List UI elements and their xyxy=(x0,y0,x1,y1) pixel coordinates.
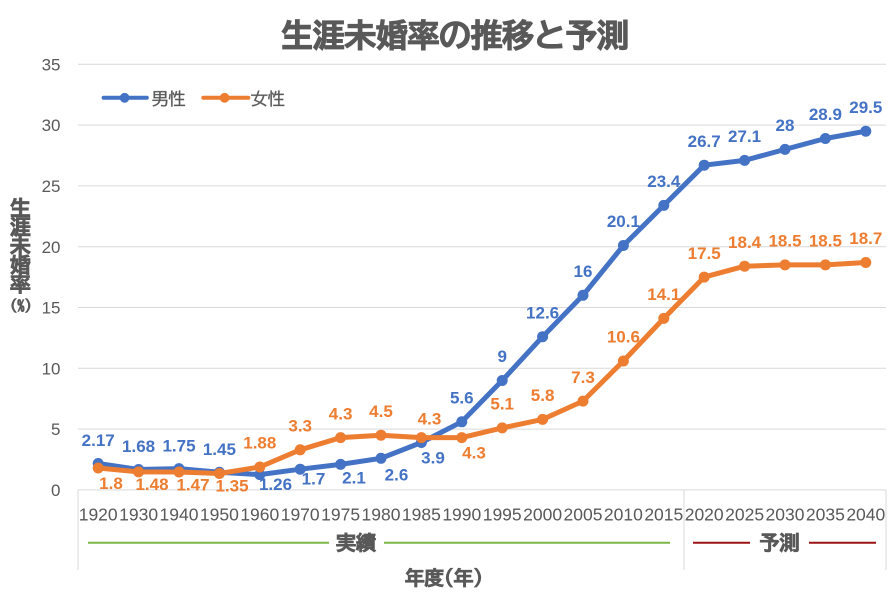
svg-text:1990: 1990 xyxy=(442,505,481,525)
svg-text:17.5: 17.5 xyxy=(688,244,721,263)
svg-text:1.48: 1.48 xyxy=(135,475,168,494)
svg-text:18.5: 18.5 xyxy=(809,232,842,251)
svg-text:5.1: 5.1 xyxy=(490,395,514,414)
svg-text:4.3: 4.3 xyxy=(462,444,486,463)
svg-text:4.5: 4.5 xyxy=(369,402,393,421)
svg-text:1980: 1980 xyxy=(362,505,401,525)
svg-text:1975: 1975 xyxy=(321,505,360,525)
svg-text:12.6: 12.6 xyxy=(526,303,559,322)
svg-text:20.1: 20.1 xyxy=(607,212,640,231)
svg-text:1930: 1930 xyxy=(119,505,158,525)
svg-text:26.7: 26.7 xyxy=(688,132,721,151)
svg-text:28.9: 28.9 xyxy=(809,105,842,124)
svg-text:9: 9 xyxy=(497,347,506,366)
svg-text:16: 16 xyxy=(574,262,593,281)
svg-text:30: 30 xyxy=(42,116,61,135)
svg-text:1970: 1970 xyxy=(281,505,320,525)
svg-text:1985: 1985 xyxy=(402,505,441,525)
svg-text:2020: 2020 xyxy=(685,505,724,525)
svg-text:14.1: 14.1 xyxy=(647,285,680,304)
svg-text:1.26: 1.26 xyxy=(259,475,292,494)
svg-text:1940: 1940 xyxy=(160,505,199,525)
svg-text:29.5: 29.5 xyxy=(849,98,882,117)
svg-text:3.3: 3.3 xyxy=(288,417,312,436)
svg-text:1920: 1920 xyxy=(79,505,118,525)
svg-text:1.7: 1.7 xyxy=(302,470,326,489)
svg-text:18.4: 18.4 xyxy=(728,233,762,252)
svg-text:1995: 1995 xyxy=(483,505,522,525)
svg-text:1.8: 1.8 xyxy=(99,474,123,493)
svg-text:1.35: 1.35 xyxy=(215,477,248,496)
svg-text:2005: 2005 xyxy=(564,505,603,525)
svg-text:28: 28 xyxy=(776,116,795,135)
svg-text:2035: 2035 xyxy=(806,505,845,525)
svg-text:35: 35 xyxy=(42,55,61,74)
svg-text:5: 5 xyxy=(51,420,60,439)
svg-text:1.47: 1.47 xyxy=(176,476,209,495)
svg-text:15: 15 xyxy=(42,299,61,318)
svg-text:2000: 2000 xyxy=(523,505,562,525)
svg-text:2.17: 2.17 xyxy=(82,431,115,450)
svg-text:2040: 2040 xyxy=(846,505,885,525)
svg-text:4.3: 4.3 xyxy=(418,410,442,429)
svg-text:18.7: 18.7 xyxy=(849,229,882,248)
svg-text:27.1: 27.1 xyxy=(728,127,761,146)
svg-text:2025: 2025 xyxy=(725,505,764,525)
svg-text:25: 25 xyxy=(42,177,61,196)
svg-text:7.3: 7.3 xyxy=(571,368,595,387)
svg-text:1950: 1950 xyxy=(200,505,239,525)
svg-text:1960: 1960 xyxy=(240,505,279,525)
svg-text:0: 0 xyxy=(51,481,60,500)
svg-text:2015: 2015 xyxy=(644,505,683,525)
svg-text:2030: 2030 xyxy=(766,505,805,525)
svg-text:3.9: 3.9 xyxy=(421,449,445,468)
svg-text:1.88: 1.88 xyxy=(243,434,276,453)
svg-text:4.3: 4.3 xyxy=(329,404,353,423)
svg-text:2.6: 2.6 xyxy=(385,466,409,485)
svg-text:23.4: 23.4 xyxy=(647,172,681,191)
svg-text:5.8: 5.8 xyxy=(531,386,555,405)
svg-text:1.45: 1.45 xyxy=(203,440,236,459)
svg-text:5.6: 5.6 xyxy=(450,389,474,408)
svg-text:10: 10 xyxy=(42,359,61,378)
svg-text:20: 20 xyxy=(42,238,61,257)
svg-text:1.68: 1.68 xyxy=(122,437,155,456)
svg-text:1.75: 1.75 xyxy=(162,436,195,455)
svg-text:2.1: 2.1 xyxy=(342,469,366,488)
svg-text:2010: 2010 xyxy=(604,505,643,525)
svg-text:10.6: 10.6 xyxy=(607,328,640,347)
svg-text:18.5: 18.5 xyxy=(768,232,801,251)
